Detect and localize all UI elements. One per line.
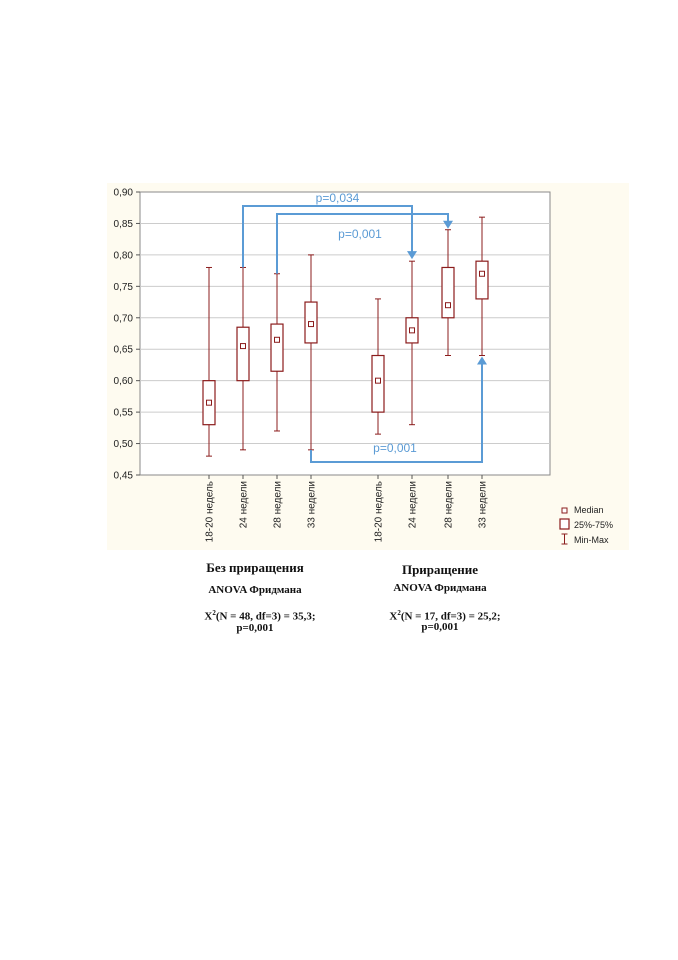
caption-right-test: ANOVA Фридмана	[393, 582, 487, 594]
y-tick-label: 0,70	[114, 313, 134, 324]
median-marker	[375, 377, 381, 384]
legend-label: Min-Max	[574, 535, 609, 545]
caption-left-group: Без приращения	[206, 560, 304, 575]
arrow-line	[242, 205, 413, 268]
box-item	[371, 298, 385, 435]
significance-arrows: p=0,034 p=0,001 p=0,001	[242, 191, 487, 463]
x-tick-label: 24 недели	[408, 481, 419, 528]
arrow-head	[407, 251, 417, 260]
caption-left-stat-prefix: X	[204, 610, 213, 623]
y-tick-label: 0,85	[114, 219, 134, 230]
arrow-head	[443, 220, 453, 229]
y-tick-label: 0,75	[114, 282, 134, 293]
legend-box-icon	[559, 518, 570, 530]
caption-right-p: p=0,001	[421, 621, 459, 633]
box-iqr	[236, 326, 250, 382]
annotation-label: p=0,001	[338, 227, 382, 241]
median-marker	[445, 302, 451, 309]
box-item	[270, 273, 284, 432]
x-tick-label: 18-20 недель	[374, 481, 385, 542]
x-tick-label: 33 недели	[478, 481, 489, 528]
caption-left-test: ANOVA Фридмана	[208, 584, 302, 596]
legend-label: 25%-75%	[574, 520, 613, 530]
legend-label: Median	[574, 505, 604, 515]
annotation-label: p=0,034	[316, 191, 360, 205]
y-tick-label: 0,45	[114, 471, 134, 482]
y-tick-label: 0,80	[114, 250, 134, 261]
caption-right-stat-prefix: X	[389, 610, 398, 623]
caption-left-stat: X2(N = 48, df=3) = 35,3;	[170, 606, 350, 624]
y-tick-label: 0,55	[114, 408, 134, 419]
legend: Median 25%-75% Min-Max	[559, 505, 613, 545]
caption-left-stat-value: (N = 48, df=3) = 35,3;	[215, 610, 316, 623]
box-iqr	[475, 260, 489, 300]
median-marker	[479, 270, 485, 277]
arrow-line	[310, 363, 483, 463]
y-tick-label: 0,60	[114, 376, 134, 387]
annotation-label: p=0,001	[373, 441, 417, 455]
box-item	[304, 254, 318, 451]
caption-right-stat-sup: 2	[397, 609, 401, 617]
x-tick-label: 24 недели	[239, 481, 250, 528]
median-marker	[409, 327, 415, 334]
caption-left-p: p=0,001	[236, 622, 274, 634]
box-iqr	[441, 266, 455, 319]
caption-right-stat-value: (N = 17, df=3) = 25,2;	[400, 610, 501, 623]
box-iqr	[270, 323, 284, 372]
box-item	[441, 229, 455, 357]
caption-right-stat: X2(N = 17, df=3) = 25,2;	[355, 606, 535, 624]
y-tick-label: 0,90	[114, 188, 134, 199]
legend-median-icon	[561, 507, 568, 514]
x-tick-label: 18-20 недель	[205, 481, 216, 542]
caption-right-group: Приращение	[401, 562, 479, 577]
x-tick-label: 33 недели	[307, 481, 318, 528]
median-marker	[308, 321, 314, 328]
median-marker	[206, 399, 212, 406]
box-item	[405, 260, 419, 426]
median-marker	[274, 336, 280, 343]
y-tick-label: 0,65	[114, 345, 134, 356]
median-marker	[240, 343, 246, 350]
x-tick-label: 28 недели	[273, 481, 284, 528]
caption-left-stat-sup: 2	[212, 609, 216, 617]
boxes	[202, 216, 489, 457]
arrow-head	[477, 356, 487, 365]
box-item	[202, 266, 216, 457]
box-iqr	[371, 354, 385, 413]
x-tick-label: 28 недели	[444, 481, 455, 528]
box-item	[475, 216, 489, 357]
y-tick-label: 0,50	[114, 439, 134, 450]
x-axis: 18-20 недель 24 недели 28 недели 33 недели 1…	[205, 475, 489, 542]
y-axis: 0,45 0,50 0,55 0,60 0,65 0,70 0,75 0,80 0,85 0,90	[114, 188, 140, 482]
arrow-line	[276, 213, 449, 274]
